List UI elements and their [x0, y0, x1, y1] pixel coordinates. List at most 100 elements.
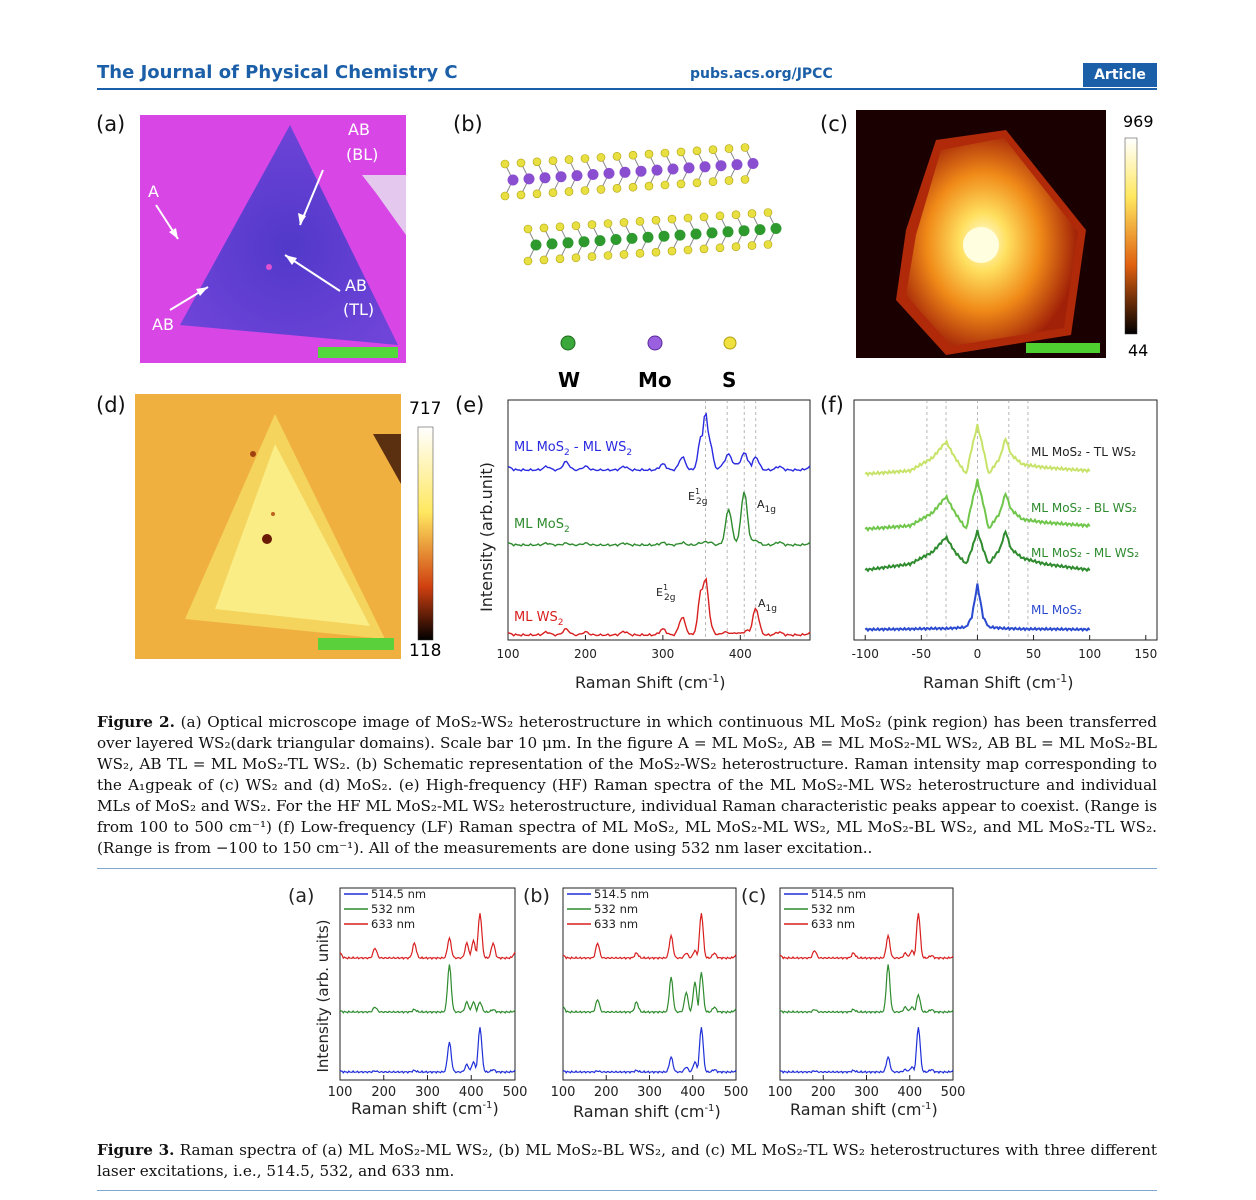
spectrum-line — [562, 972, 737, 1015]
x-tick-label: 300 — [415, 1085, 440, 1100]
metal-atom — [562, 237, 574, 249]
colorbar-c — [1124, 137, 1138, 335]
journal-url-link[interactable]: pubs.acs.org/JPCC — [690, 66, 833, 82]
peak-e12g-ws2: E1 2g — [656, 583, 676, 603]
metal-atom — [546, 238, 558, 250]
spectrum-line — [864, 423, 1091, 477]
s-atom — [539, 255, 549, 265]
metal-atom — [635, 165, 647, 177]
xlabel-f3c: Raman shift (cm-1) — [790, 1100, 938, 1119]
x-tick-label: 100 — [768, 1085, 793, 1100]
legend-label: 633 nm — [594, 917, 638, 931]
x-tick-label: 50 — [1026, 647, 1041, 661]
x-tick-label: 500 — [503, 1085, 528, 1100]
series-label-ml: ML MoS₂ - ML WS₂ — [1031, 546, 1139, 560]
s-atom — [683, 245, 693, 255]
s-atom — [644, 181, 654, 191]
label-ab-tl-2: (TL) — [343, 300, 374, 319]
spectrum-line — [864, 478, 1091, 532]
metal-atom — [731, 159, 743, 171]
x-tick-label: -100 — [852, 647, 879, 661]
legend-label: 532 nm — [594, 902, 638, 916]
s-atom — [635, 217, 645, 226]
metal-atom — [658, 230, 670, 242]
journal-title[interactable]: The Journal of Physical Chemistry C — [97, 62, 458, 83]
s-atom — [539, 223, 549, 233]
s-atom — [555, 254, 565, 264]
metal-atom — [706, 227, 718, 239]
panel-label-b: (b) — [453, 112, 483, 136]
metal-atom — [619, 166, 631, 178]
plot-frame — [562, 887, 737, 1081]
metal-atom — [523, 173, 535, 185]
s-atom — [660, 148, 670, 158]
colorbar-d-min: 118 — [409, 641, 441, 661]
legend-label: 633 nm — [811, 917, 855, 931]
s-atom — [676, 147, 686, 157]
s-atom — [715, 243, 725, 253]
s-atom — [660, 180, 670, 190]
s-atom — [532, 157, 542, 167]
ws2-layer — [523, 208, 782, 266]
bottom-separator — [97, 1190, 1157, 1191]
s-atom — [708, 145, 718, 154]
panel-label-f: (f) — [820, 393, 844, 417]
x-tick-label: 400 — [459, 1085, 484, 1100]
s-atom — [692, 178, 702, 188]
metal-atom — [683, 162, 695, 174]
s-atom — [715, 211, 725, 221]
metal-atom — [715, 160, 727, 172]
spectrum-line — [339, 964, 516, 1015]
spectrum-line — [779, 964, 954, 1015]
x-tick-label: 100 — [497, 647, 520, 661]
s-atom-legend — [723, 336, 737, 350]
x-tick-label: 150 — [1134, 647, 1157, 661]
series-label-mos2: ML MoS2 — [514, 517, 570, 535]
series-label-tl: ML MoS₂ - TL WS₂ — [1031, 445, 1136, 459]
metal-atom — [626, 232, 638, 244]
metal-atom — [603, 167, 615, 179]
s-atom — [683, 213, 693, 223]
s-atom — [676, 179, 686, 189]
x-tick-label: 500 — [941, 1085, 966, 1100]
spectrum-line — [779, 913, 954, 961]
s-atom — [564, 187, 574, 196]
s-atom — [571, 221, 581, 230]
panel-label-a: (a) — [96, 112, 126, 136]
metal-atom — [610, 234, 622, 245]
s-atom — [580, 186, 590, 195]
colorbar-d-max: 717 — [409, 399, 441, 419]
metal-atom — [699, 161, 711, 173]
s-atom — [635, 249, 645, 258]
label-ab-bl-1: AB — [348, 120, 370, 139]
spectrum-line — [864, 529, 1091, 573]
panel-label-e: (e) — [455, 393, 485, 417]
s-atom — [571, 253, 581, 262]
xlabel-f: Raman Shift (cm-1) — [923, 672, 1073, 692]
spectrum-line — [562, 1027, 737, 1075]
x-tick-label: 0 — [974, 647, 982, 661]
colorbar-c-min: 44 — [1128, 341, 1148, 360]
metal-atom — [754, 224, 766, 236]
s-atom — [644, 149, 654, 159]
s-atom — [523, 224, 533, 234]
label-ab-tl-1: AB — [345, 276, 367, 295]
x-tick-label: 300 — [651, 647, 674, 661]
s-atom — [619, 250, 629, 259]
legend-label: 514.5 nm — [811, 887, 866, 901]
spectrum-line — [864, 583, 1091, 633]
x-tick-label: 100 — [328, 1085, 353, 1100]
s-atom — [580, 154, 590, 163]
x-tick-label: -50 — [912, 647, 932, 661]
x-tick-label: 200 — [594, 1085, 619, 1100]
plot-frame — [339, 887, 516, 1081]
mos2-layer — [500, 143, 759, 201]
metal-atom — [690, 228, 702, 240]
s-atom — [740, 175, 750, 184]
x-tick-label: 400 — [729, 647, 752, 661]
s-atom — [532, 189, 542, 199]
scale-bar-c — [1026, 343, 1100, 353]
figure3-caption-text: Raman spectra of (a) ML MoS₂-ML WS₂, (b)… — [97, 1141, 1157, 1180]
spectrum-line — [507, 412, 811, 472]
colorbar-c-max: 969 — [1123, 112, 1154, 131]
